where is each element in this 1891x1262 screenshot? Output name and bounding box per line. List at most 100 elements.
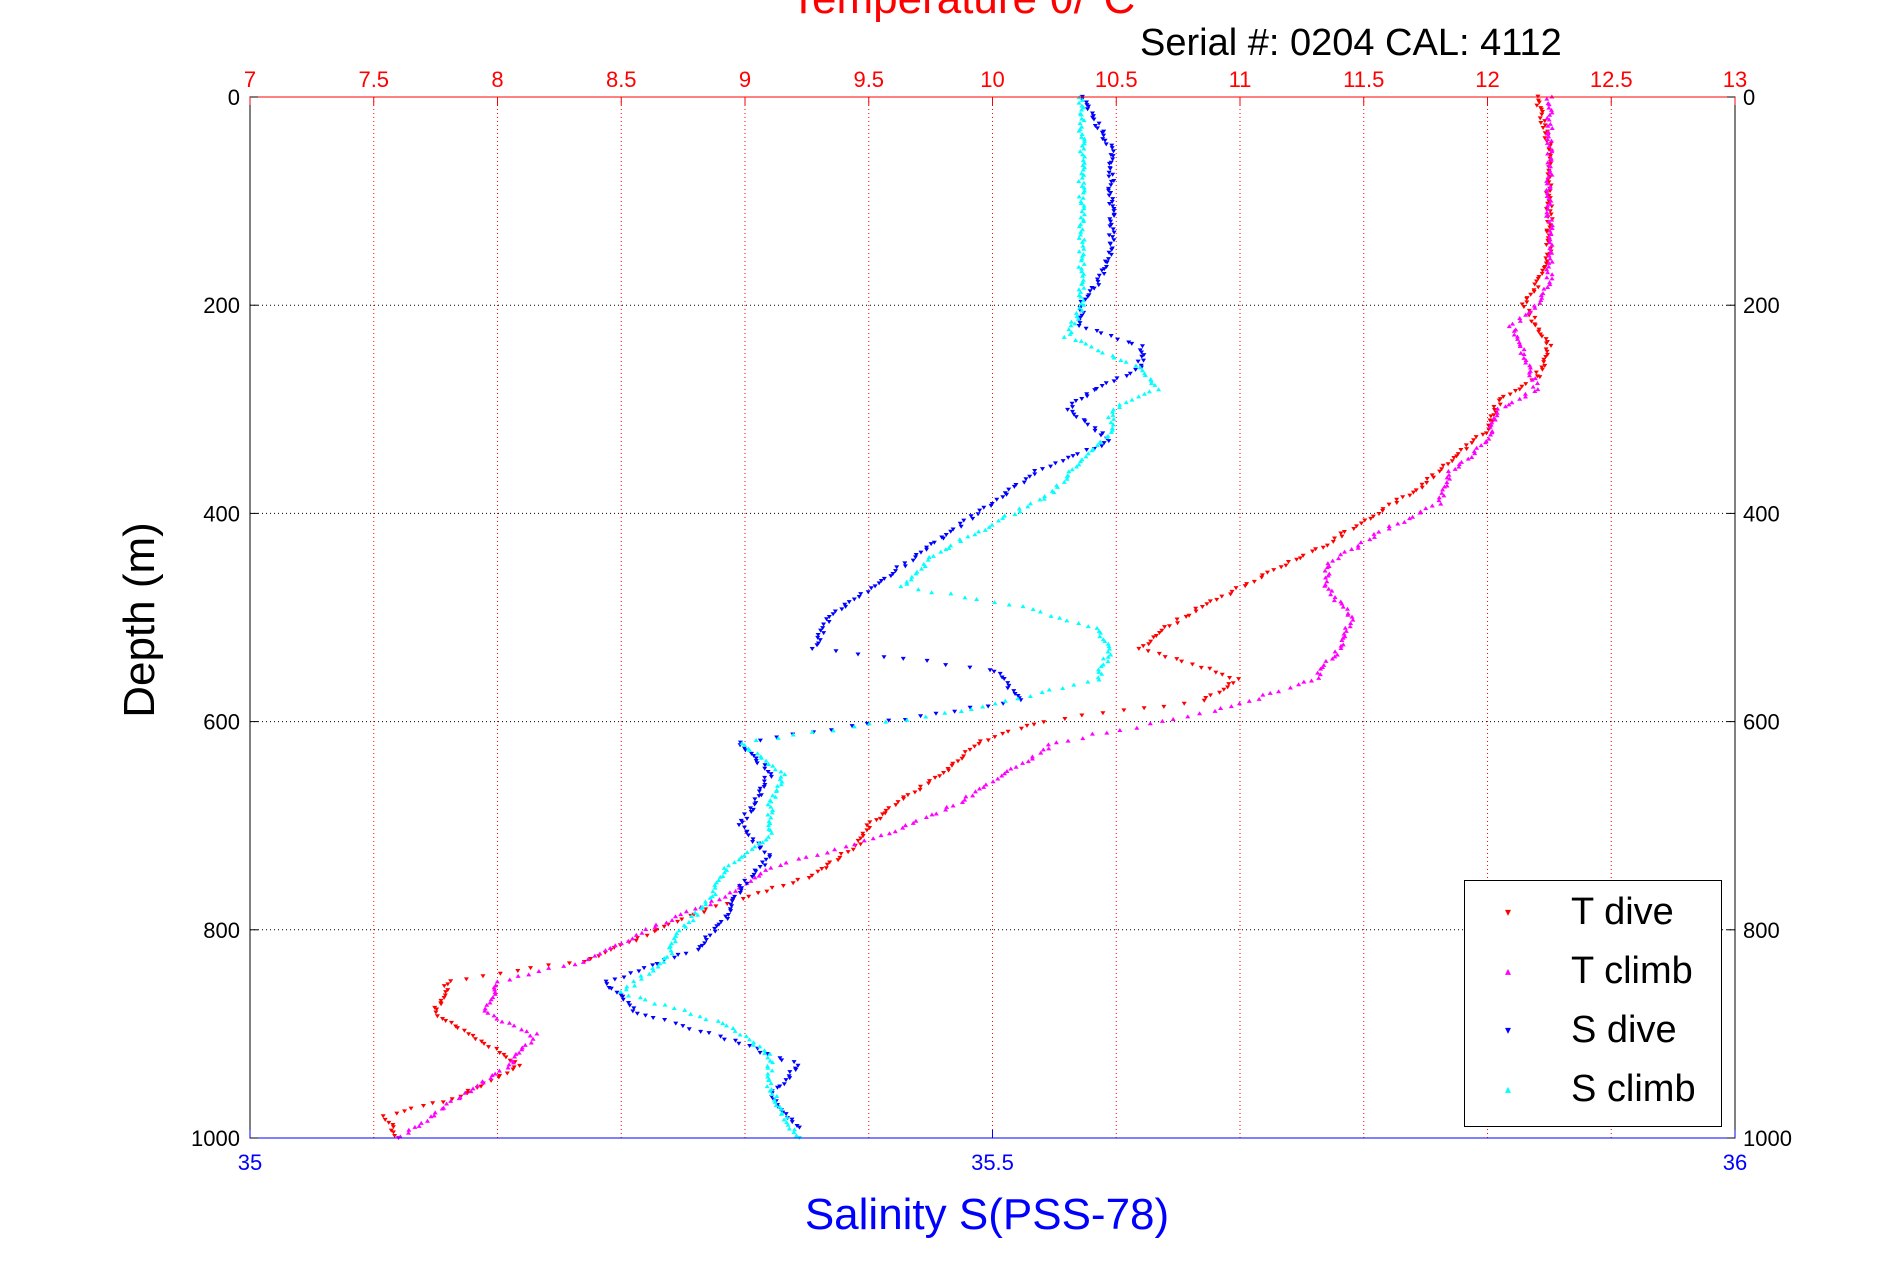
data-point bbox=[770, 808, 776, 813]
data-point bbox=[1535, 276, 1541, 281]
data-point bbox=[1332, 594, 1338, 599]
data-point bbox=[1039, 689, 1045, 694]
data-point bbox=[1242, 584, 1248, 589]
data-point bbox=[631, 1006, 637, 1011]
data-point bbox=[1011, 689, 1017, 694]
data-point bbox=[1069, 467, 1075, 472]
data-point bbox=[1073, 337, 1079, 342]
data-point bbox=[757, 738, 763, 743]
data-point bbox=[1549, 250, 1555, 255]
data-point bbox=[1094, 277, 1100, 282]
data-point bbox=[1322, 568, 1328, 573]
data-point bbox=[1549, 242, 1555, 247]
data-point bbox=[608, 986, 614, 991]
data-point bbox=[1547, 256, 1553, 261]
data-point bbox=[1078, 258, 1084, 263]
data-point bbox=[697, 1014, 703, 1019]
data-point bbox=[1338, 552, 1344, 557]
data-point bbox=[1098, 331, 1104, 336]
data-point bbox=[1548, 212, 1554, 217]
data-point bbox=[1535, 285, 1541, 290]
data-point bbox=[904, 581, 910, 586]
data-point bbox=[744, 881, 750, 886]
data-point bbox=[1075, 316, 1081, 321]
data-point bbox=[1015, 696, 1021, 701]
data-point bbox=[845, 850, 851, 855]
data-point bbox=[728, 909, 734, 914]
data-point bbox=[1081, 212, 1087, 217]
data-point bbox=[769, 1068, 775, 1073]
data-point bbox=[1076, 264, 1082, 269]
data-point bbox=[1080, 736, 1086, 741]
data-point bbox=[1040, 747, 1046, 752]
data-point bbox=[794, 1123, 800, 1128]
data-point bbox=[465, 1091, 471, 1096]
data-point bbox=[1217, 690, 1223, 695]
data-point bbox=[603, 979, 609, 984]
data-point bbox=[895, 800, 901, 805]
data-point bbox=[1081, 261, 1087, 266]
data-point bbox=[1123, 400, 1129, 405]
data-point bbox=[1524, 300, 1530, 305]
data-point bbox=[842, 602, 848, 607]
data-point bbox=[714, 924, 720, 929]
x-top-tick-label: 10 bbox=[980, 67, 1004, 92]
data-point bbox=[1528, 292, 1534, 297]
data-point bbox=[1005, 681, 1011, 686]
data-point bbox=[855, 838, 861, 843]
data-point bbox=[480, 974, 486, 979]
data-point bbox=[758, 755, 764, 760]
data-point bbox=[1351, 526, 1357, 531]
y-tick-label-right: 400 bbox=[1743, 501, 1780, 526]
data-point bbox=[1491, 407, 1497, 412]
data-point bbox=[1060, 459, 1066, 464]
data-point bbox=[1101, 133, 1107, 138]
data-point bbox=[1126, 340, 1132, 345]
data-point bbox=[1436, 498, 1442, 503]
data-point bbox=[1546, 105, 1552, 110]
data-point bbox=[405, 1130, 411, 1135]
data-point bbox=[815, 635, 821, 640]
data-point bbox=[878, 833, 884, 838]
data-point bbox=[1445, 469, 1451, 474]
data-point bbox=[1081, 285, 1087, 290]
data-point bbox=[1141, 391, 1147, 396]
data-point bbox=[926, 781, 932, 786]
data-point bbox=[748, 878, 754, 883]
data-point bbox=[501, 1052, 507, 1057]
data-point bbox=[940, 536, 946, 541]
data-point bbox=[1005, 729, 1011, 734]
data-point bbox=[772, 767, 778, 772]
data-point bbox=[1091, 117, 1097, 122]
data-point bbox=[1081, 203, 1087, 208]
data-point bbox=[778, 774, 784, 779]
data-point bbox=[722, 870, 728, 875]
data-point bbox=[1092, 426, 1098, 431]
data-point bbox=[1344, 606, 1350, 611]
data-point bbox=[1340, 604, 1346, 609]
data-point bbox=[1111, 355, 1117, 360]
data-point bbox=[962, 595, 968, 600]
data-point bbox=[1181, 701, 1187, 706]
data-point bbox=[1542, 123, 1548, 128]
data-point bbox=[406, 1127, 412, 1132]
data-point bbox=[1096, 121, 1102, 126]
data-point bbox=[1027, 474, 1033, 479]
data-point bbox=[1123, 359, 1129, 364]
data-point bbox=[1079, 227, 1085, 232]
data-point bbox=[712, 885, 718, 890]
data-point bbox=[1368, 516, 1374, 521]
data-point bbox=[510, 1067, 516, 1072]
legend-item-s-climb: ▴ S climb bbox=[1465, 1062, 1721, 1118]
y-tick-label-left: 0 bbox=[228, 85, 240, 110]
data-point bbox=[1077, 121, 1083, 126]
data-point bbox=[763, 758, 769, 763]
data-point bbox=[1085, 624, 1091, 629]
data-point bbox=[1008, 766, 1014, 771]
data-point bbox=[730, 1025, 736, 1030]
data-point bbox=[1081, 237, 1087, 242]
data-point bbox=[1081, 246, 1087, 251]
data-point bbox=[1207, 599, 1213, 604]
data-point bbox=[1100, 711, 1106, 716]
data-point bbox=[627, 1003, 633, 1008]
